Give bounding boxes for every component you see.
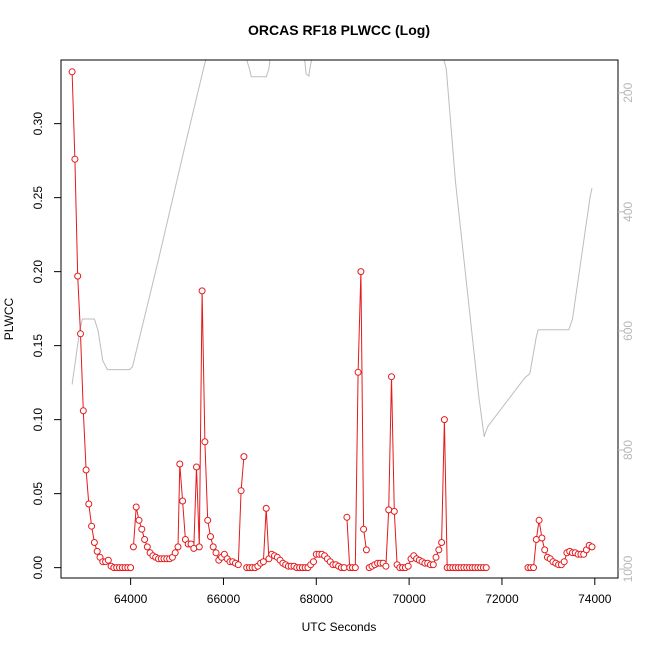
y-tick-label: 0.15 xyxy=(31,334,45,358)
y-tick-label: 0.05 xyxy=(31,482,45,506)
data-point xyxy=(438,539,446,546)
series-line-segment xyxy=(368,376,487,569)
data-point xyxy=(71,155,79,163)
data-point xyxy=(262,504,270,512)
series-line-segment xyxy=(132,290,245,566)
data-point xyxy=(310,558,317,566)
data-point xyxy=(135,516,143,524)
primary-series xyxy=(68,68,596,572)
data-point xyxy=(198,287,206,295)
data-point xyxy=(390,507,398,515)
data-point xyxy=(541,546,549,554)
data-point xyxy=(234,561,242,569)
data-point xyxy=(143,543,151,551)
data-point xyxy=(90,539,98,546)
y-tick-label: 0.10 xyxy=(31,408,45,432)
series-line-segment xyxy=(346,271,367,569)
data-point xyxy=(482,564,490,572)
series-line-segment xyxy=(528,520,593,569)
data-point xyxy=(432,553,440,561)
data-point xyxy=(85,500,93,508)
secondary-y-axis: 200 400 600 800 1000 xyxy=(618,82,635,582)
y2-tick-label: 200 xyxy=(621,82,635,102)
data-point xyxy=(530,564,537,572)
x-tick-label: 70000 xyxy=(392,592,426,606)
data-point xyxy=(88,522,96,530)
x-axis: 64000 66000 68000 70000 72000 74000 xyxy=(114,578,612,606)
data-point xyxy=(532,536,540,543)
plot-frame xyxy=(60,59,619,579)
data-point xyxy=(79,407,87,415)
data-point xyxy=(127,564,135,572)
data-point xyxy=(104,556,112,564)
secondary-series-line xyxy=(71,59,593,438)
data-point xyxy=(535,516,543,524)
data-point xyxy=(435,546,443,554)
data-point xyxy=(440,416,448,424)
y-tick-label: 0.30 xyxy=(31,112,45,136)
data-point xyxy=(360,525,368,533)
data-point xyxy=(201,438,209,446)
data-point xyxy=(388,373,395,381)
data-point xyxy=(588,543,596,551)
y-tick-label: 0.25 xyxy=(31,186,45,210)
y2-tick-label: 400 xyxy=(621,201,635,221)
data-point xyxy=(362,546,370,554)
x-tick-label: 72000 xyxy=(485,592,519,606)
y2-tick-label: 600 xyxy=(621,321,635,341)
data-point xyxy=(382,562,390,570)
data-point xyxy=(560,558,568,566)
data-point xyxy=(204,516,212,524)
data-point xyxy=(93,547,101,555)
data-point xyxy=(343,513,351,521)
data-point xyxy=(82,466,90,474)
data-point xyxy=(195,543,203,551)
data-point xyxy=(429,561,437,569)
data-point xyxy=(138,525,146,533)
data-point xyxy=(538,534,546,542)
data-point xyxy=(207,533,214,541)
data-point xyxy=(259,558,267,566)
data-point xyxy=(129,543,137,551)
data-point xyxy=(209,543,217,551)
y2-tick-label: 800 xyxy=(621,440,635,460)
data-point xyxy=(68,68,76,76)
data-point xyxy=(240,453,248,461)
chart-title: ORCAS RF18 PLWCC (Log) xyxy=(248,22,430,38)
data-point xyxy=(179,497,187,505)
data-point xyxy=(171,549,179,557)
data-point xyxy=(77,330,84,338)
y-axis-label: PLWCC xyxy=(2,297,16,340)
y2-tick-label: 1000 xyxy=(621,555,635,582)
x-tick-label: 68000 xyxy=(300,592,334,606)
data-point xyxy=(176,460,184,468)
data-point xyxy=(351,564,359,572)
data-point xyxy=(404,562,412,570)
data-point xyxy=(212,549,220,557)
data-point xyxy=(132,503,140,511)
x-tick-label: 64000 xyxy=(114,592,148,606)
series-line-segment xyxy=(71,71,131,569)
data-point xyxy=(385,506,393,514)
x-axis-label: UTC Seconds xyxy=(302,620,377,634)
y-axis: 0.00 0.05 0.10 0.15 0.20 0.25 0.30 xyxy=(31,112,61,580)
y-tick-label: 0.20 xyxy=(31,260,45,284)
x-tick-label: 66000 xyxy=(207,592,241,606)
y-tick-label: 0.00 xyxy=(31,556,45,580)
data-point xyxy=(174,543,182,551)
data-point xyxy=(193,463,200,471)
data-point xyxy=(237,487,245,495)
x-tick-label: 74000 xyxy=(578,592,612,606)
data-point xyxy=(141,536,149,543)
secondary-series xyxy=(71,59,593,438)
data-point xyxy=(354,368,362,376)
data-point xyxy=(357,268,365,276)
data-point xyxy=(74,272,82,280)
